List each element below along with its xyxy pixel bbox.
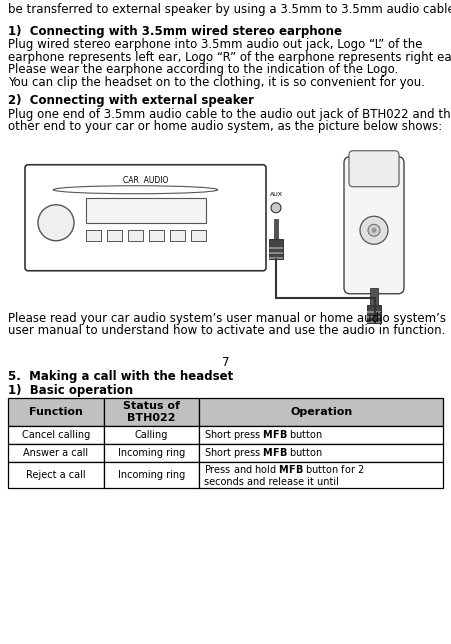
Text: 2)  Connecting with external speaker: 2) Connecting with external speaker	[8, 94, 254, 108]
Text: Please wear the earphone according to the indication of the Logo.: Please wear the earphone according to th…	[8, 63, 398, 76]
Text: 1)  Connecting with 3.5mm wired stereo earphone: 1) Connecting with 3.5mm wired stereo ea…	[8, 24, 342, 37]
Bar	[104, 462, 199, 488]
Text: Incoming ring: Incoming ring	[118, 448, 185, 458]
Text: 1)  Basic operation: 1) Basic operation	[8, 383, 133, 397]
Bar	[8, 444, 104, 462]
Text: CAR  AUDIO: CAR AUDIO	[123, 176, 168, 185]
Bar	[367, 316, 381, 317]
Text: other end to your car or home audio system, as the picture below shows:: other end to your car or home audio syst…	[8, 120, 442, 133]
Text: Short press $\mathbf{MFB}$ button: Short press $\mathbf{MFB}$ button	[204, 428, 323, 442]
Bar	[86, 230, 101, 241]
Text: Operation: Operation	[290, 407, 352, 417]
Bar	[269, 239, 283, 259]
Text: Cancel calling: Cancel calling	[22, 430, 90, 440]
Text: Incoming ring: Incoming ring	[118, 470, 185, 480]
Bar	[149, 230, 164, 241]
Text: Please read your car audio system’s user manual or home audio system’s: Please read your car audio system’s user…	[8, 312, 446, 325]
Bar	[269, 257, 283, 259]
Bar	[8, 398, 104, 426]
Bar	[104, 426, 199, 444]
Bar	[170, 230, 185, 241]
Bar	[86, 198, 206, 223]
FancyBboxPatch shape	[349, 151, 399, 187]
Text: Status of
BTH022: Status of BTH022	[123, 401, 180, 423]
Bar	[104, 398, 199, 426]
Bar	[367, 321, 381, 323]
Bar	[199, 462, 443, 488]
Bar	[367, 311, 381, 313]
Bar	[128, 230, 143, 241]
Text: Reject a call: Reject a call	[26, 470, 86, 480]
Text: earphone represents left ear, Logo “R” of the earphone represents right ear.: earphone represents left ear, Logo “R” o…	[8, 50, 451, 64]
Text: AUX: AUX	[270, 192, 282, 197]
Circle shape	[38, 205, 74, 241]
Text: be transferred to external speaker by using a 3.5mm to 3.5mm audio cable.: be transferred to external speaker by us…	[8, 3, 451, 16]
Bar	[191, 230, 206, 241]
Bar	[269, 247, 283, 249]
Circle shape	[360, 216, 388, 244]
Text: 5.  Making a call with the headset: 5. Making a call with the headset	[8, 370, 233, 383]
FancyBboxPatch shape	[344, 156, 404, 294]
Bar	[370, 288, 378, 306]
Text: Plug one end of 3.5mm audio cable to the audio out jack of BTH022 and the: Plug one end of 3.5mm audio cable to the…	[8, 108, 451, 121]
Bar	[199, 444, 443, 462]
Text: Short press $\mathbf{MFB}$ button: Short press $\mathbf{MFB}$ button	[204, 446, 323, 460]
Text: You can clip the headset on to the clothing, it is so convenient for you.: You can clip the headset on to the cloth…	[8, 75, 425, 88]
Text: Plug wired stereo earphone into 3.5mm audio out jack, Logo “L” of the: Plug wired stereo earphone into 3.5mm au…	[8, 38, 423, 51]
Text: 7: 7	[222, 355, 229, 368]
Circle shape	[271, 203, 281, 213]
Text: Calling: Calling	[135, 430, 168, 440]
Bar	[367, 305, 381, 323]
Text: Answer a call: Answer a call	[23, 448, 88, 458]
Text: Function: Function	[29, 407, 83, 417]
Bar	[199, 426, 443, 444]
Circle shape	[368, 224, 380, 236]
Ellipse shape	[53, 185, 218, 194]
Text: user manual to understand how to activate and use the audio in function.: user manual to understand how to activat…	[8, 324, 446, 337]
FancyBboxPatch shape	[25, 165, 266, 270]
Bar	[107, 230, 122, 241]
Circle shape	[372, 228, 376, 232]
Bar	[269, 252, 283, 254]
Bar	[104, 444, 199, 462]
Bar	[274, 219, 278, 239]
Bar	[8, 462, 104, 488]
Text: Press and hold $\mathbf{MFB}$ button for 2
seconds and release it until: Press and hold $\mathbf{MFB}$ button for…	[204, 463, 365, 488]
Bar	[199, 398, 443, 426]
Bar	[8, 426, 104, 444]
